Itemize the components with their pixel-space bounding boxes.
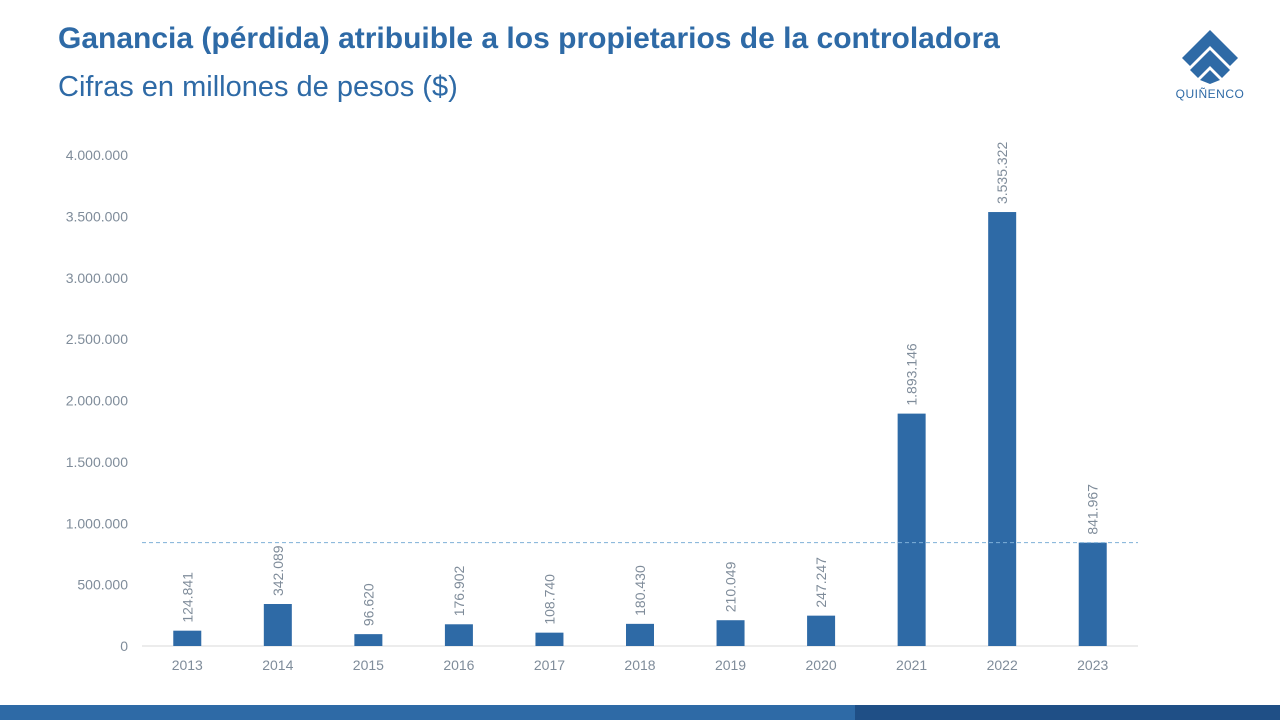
bar <box>173 630 202 646</box>
page-title: Ganancia (pérdida) atribuible a los prop… <box>58 22 1000 55</box>
data-label: 96.620 <box>360 583 376 626</box>
bar <box>626 623 654 646</box>
x-tick-label: 2023 <box>1077 657 1108 673</box>
bar <box>716 620 745 646</box>
footer-bar-right <box>855 705 1280 720</box>
bar <box>263 604 292 646</box>
x-tick-label: 2016 <box>443 657 474 673</box>
data-label: 108.740 <box>541 574 557 625</box>
bar <box>535 632 564 646</box>
y-tick-label: 2.500.000 <box>66 331 128 347</box>
data-label: 176.902 <box>451 565 467 616</box>
data-label: 247.247 <box>813 557 829 608</box>
x-tick-label: 2015 <box>353 657 384 673</box>
data-label: 180.430 <box>632 565 648 616</box>
y-tick-label: 1.500.000 <box>66 454 128 470</box>
x-tick-label: 2014 <box>262 657 293 673</box>
data-label: 342.089 <box>270 545 286 596</box>
data-label: 841.967 <box>1085 484 1101 535</box>
data-label: 124.841 <box>179 572 195 623</box>
y-tick-label: 500.000 <box>77 577 128 593</box>
x-tick-label: 2021 <box>896 657 927 673</box>
footer-bar-left <box>0 705 855 720</box>
page-subtitle: Cifras en millones de pesos ($) <box>58 71 458 103</box>
y-tick-label: 4.000.000 <box>66 147 128 163</box>
logo-text: QUIÑENCO <box>1175 87 1245 101</box>
x-tick-label: 2017 <box>534 657 565 673</box>
data-label: 3.535.322 <box>994 142 1010 204</box>
y-tick-label: 3.000.000 <box>66 270 128 286</box>
bar <box>897 413 926 646</box>
y-tick-label: 2.000.000 <box>66 393 128 409</box>
x-tick-label: 2019 <box>715 657 746 673</box>
bar <box>354 634 383 646</box>
y-tick-label: 1.000.000 <box>66 515 128 531</box>
data-label: 1.893.146 <box>904 343 920 405</box>
y-tick-label: 0 <box>120 638 128 654</box>
bar <box>444 624 473 646</box>
x-tick-label: 2018 <box>624 657 655 673</box>
quinenco-logo-icon <box>1182 30 1238 84</box>
x-tick-label: 2020 <box>806 657 837 673</box>
bar <box>807 615 836 646</box>
data-label: 210.049 <box>723 561 739 612</box>
bar <box>1078 542 1107 646</box>
y-tick-label: 3.500.000 <box>66 208 128 224</box>
bar <box>988 212 1017 646</box>
x-tick-label: 2013 <box>172 657 203 673</box>
x-tick-label: 2022 <box>987 657 1018 673</box>
